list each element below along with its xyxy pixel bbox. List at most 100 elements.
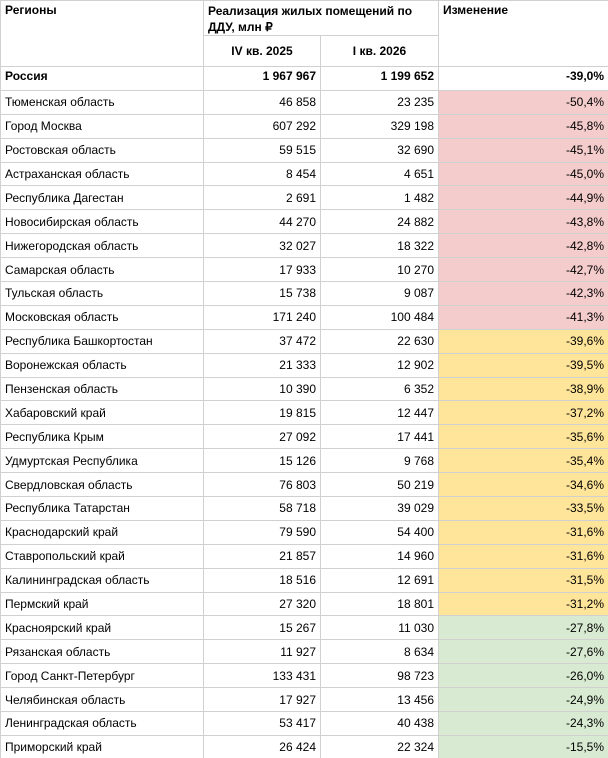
- region-cell: Удмуртская Республика: [0, 448, 204, 474]
- table-row: Приморский край 26 424 22 324 -15,5%: [0, 734, 608, 758]
- region-cell: Московская область: [0, 304, 204, 330]
- change-cell: -31,5%: [438, 567, 608, 593]
- value-cell: 18 516: [203, 567, 321, 593]
- value-cell: 12 902: [320, 352, 439, 378]
- value-cell: 98 723: [320, 663, 439, 689]
- table-row: Новосибирская область 44 270 24 882 -43,8%: [0, 209, 608, 235]
- table-row: Самарская область 17 933 10 270 -42,7%: [0, 257, 608, 283]
- change-cell: -39,6%: [438, 328, 608, 354]
- value-cell: 32 690: [320, 137, 439, 163]
- value-cell: 24 882: [320, 209, 439, 235]
- table-row: Красноярский край 15 267 11 030 -27,8%: [0, 615, 608, 641]
- header-cell: Реализация жилых помещений по ДДУ, млн ₽: [203, 0, 439, 36]
- change-cell: -45,8%: [438, 113, 608, 139]
- region-cell: Город Санкт-Петербург: [0, 663, 204, 689]
- value-cell: 54 400: [320, 519, 439, 545]
- value-cell: 26 424: [203, 734, 321, 758]
- region-cell: Тюменская область: [0, 89, 204, 115]
- value-cell: 9 768: [320, 448, 439, 474]
- table-row: Свердловская область 76 803 50 219 -34,6%: [0, 472, 608, 498]
- table-row: Краснодарский край 79 590 54 400 -31,6%: [0, 519, 608, 545]
- region-cell: Самарская область: [0, 257, 204, 283]
- value-cell: 37 472: [203, 328, 321, 354]
- change-cell: -31,6%: [438, 519, 608, 545]
- table-row: Московская область 171 240 100 484 -41,3%: [0, 304, 608, 330]
- change-cell: -35,4%: [438, 448, 608, 474]
- header-cell: Регионы: [0, 0, 204, 67]
- value-cell: 10 390: [203, 376, 321, 402]
- value-cell: 8 634: [320, 639, 439, 665]
- value-cell: 6 352: [320, 376, 439, 402]
- change-cell: -35,6%: [438, 424, 608, 450]
- value-cell: 21 857: [203, 543, 321, 569]
- region-cell: Астраханская область: [0, 161, 204, 187]
- region-cell: Воронежская область: [0, 352, 204, 378]
- value-cell: 15 267: [203, 615, 321, 641]
- table-row: Республика Крым 27 092 17 441 -35,6%: [0, 424, 608, 450]
- table-row: Тюменская область 46 858 23 235 -50,4%: [0, 89, 608, 115]
- total-row: Россия 1 967 967 1 199 652 -39,0%: [0, 66, 608, 91]
- region-cell: Краснодарский край: [0, 519, 204, 545]
- value-cell: 133 431: [203, 663, 321, 689]
- value-cell: 22 630: [320, 328, 439, 354]
- value-cell: 4 651: [320, 161, 439, 187]
- value-cell: 40 438: [320, 711, 439, 736]
- table-row: Ростовская область 59 515 32 690 -45,1%: [0, 137, 608, 163]
- change-cell: -39,5%: [438, 352, 608, 378]
- change-cell: -45,1%: [438, 137, 608, 163]
- region-cell: Нижегородская область: [0, 233, 204, 259]
- table-row: Республика Татарстан 58 718 39 029 -33,5%: [0, 496, 608, 521]
- value-cell: 27 092: [203, 424, 321, 450]
- change-cell: -41,3%: [438, 304, 608, 330]
- change-cell: -26,0%: [438, 663, 608, 689]
- region-cell: Пензенская область: [0, 376, 204, 402]
- table-row: Рязанская область 11 927 8 634 -27,6%: [0, 639, 608, 665]
- region-cell: Республика Татарстан: [0, 496, 204, 521]
- region-cell: Новосибирская область: [0, 209, 204, 235]
- region-cell: Рязанская область: [0, 639, 204, 665]
- change-cell: -50,4%: [438, 89, 608, 115]
- region-cell: Пермский край: [0, 591, 204, 617]
- value-cell: 32 027: [203, 233, 321, 259]
- region-cell: Ленинградская область: [0, 711, 204, 736]
- value-cell: 329 198: [320, 113, 439, 139]
- region-cell: Республика Крым: [0, 424, 204, 450]
- table-row: Пензенская область 10 390 6 352 -38,9%: [0, 376, 608, 402]
- value-cell: 171 240: [203, 304, 321, 330]
- change-cell: -27,8%: [438, 615, 608, 641]
- table-row: Город Москва 607 292 329 198 -45,8%: [0, 113, 608, 139]
- value-cell: 50 219: [320, 472, 439, 498]
- region-cell: Хабаровский край: [0, 400, 204, 426]
- change-cell: -31,6%: [438, 543, 608, 569]
- value-cell: 58 718: [203, 496, 321, 521]
- value-cell: 12 447: [320, 400, 439, 426]
- table-row: Город Санкт-Петербург 133 431 98 723 -26,0%: [0, 663, 608, 689]
- value-cell: 76 803: [203, 472, 321, 498]
- table-row: Воронежская область 21 333 12 902 -39,5%: [0, 352, 608, 378]
- change-cell: -39,0%: [438, 66, 608, 91]
- value-cell: 1 967 967: [203, 66, 321, 91]
- region-cell: Приморский край: [0, 734, 204, 758]
- change-cell: -15,5%: [438, 734, 608, 758]
- value-cell: 17 927: [203, 687, 321, 713]
- value-cell: 59 515: [203, 137, 321, 163]
- table-row: Калининградская область 18 516 12 691 -31,5…: [0, 567, 608, 593]
- region-cell: Калининградская область: [0, 567, 204, 593]
- value-cell: 11 030: [320, 615, 439, 641]
- value-cell: 46 858: [203, 89, 321, 115]
- table-row: Ставропольский край 21 857 14 960 -31,6%: [0, 543, 608, 569]
- change-cell: -33,5%: [438, 496, 608, 521]
- value-cell: 44 270: [203, 209, 321, 235]
- value-cell: 607 292: [203, 113, 321, 139]
- change-cell: -34,6%: [438, 472, 608, 498]
- value-cell: 100 484: [320, 304, 439, 330]
- value-cell: 11 927: [203, 639, 321, 665]
- change-cell: -42,7%: [438, 257, 608, 283]
- value-cell: 13 456: [320, 687, 439, 713]
- change-cell: -43,8%: [438, 209, 608, 235]
- value-cell: 19 815: [203, 400, 321, 426]
- value-cell: 17 441: [320, 424, 439, 450]
- value-cell: 12 691: [320, 567, 439, 593]
